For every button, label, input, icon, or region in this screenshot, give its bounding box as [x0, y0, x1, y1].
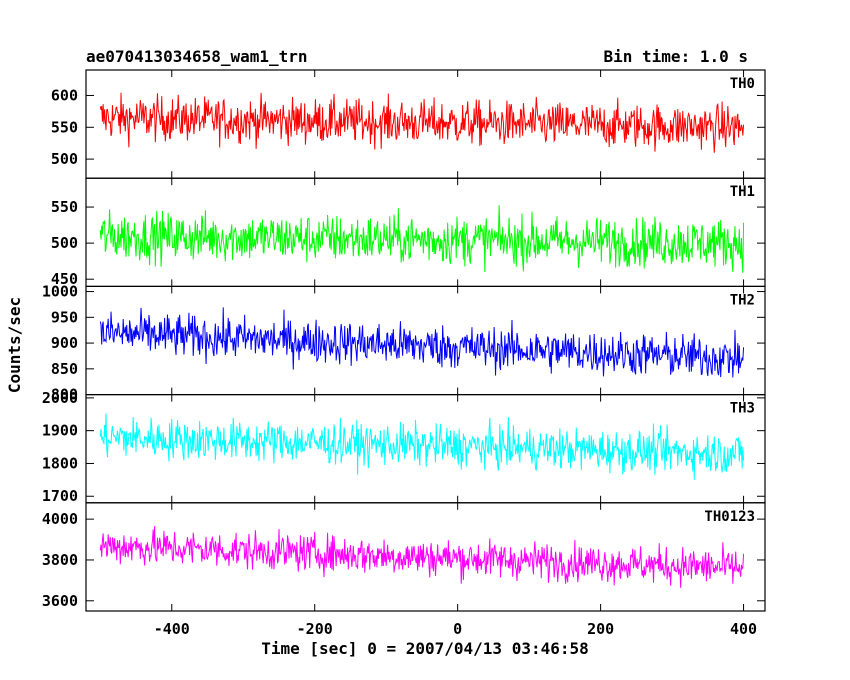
- y-tick-label: 1800: [42, 454, 78, 472]
- series-line-th0123: [99, 526, 745, 588]
- x-tick-label: -400: [154, 620, 190, 638]
- series-line-th2: [99, 307, 745, 378]
- y-tick-label: 800: [51, 386, 78, 404]
- panel-frame: [85, 177, 766, 287]
- x-tick-label: 200: [587, 620, 614, 638]
- panel-th2: 800 850 900 950 1000 TH2: [42, 283, 766, 404]
- y-axis-label: Counts/sec: [5, 297, 24, 393]
- y-tick-label: 1900: [42, 422, 78, 440]
- panels-group: 500 550 600 TH0 450 500 550 TH1 800 850 900 950 1000…: [42, 69, 766, 612]
- panel-th0: 500 550 600 TH0: [51, 69, 766, 179]
- y-tick-label: 1700: [42, 487, 78, 505]
- y-tick-label: 900: [51, 334, 78, 352]
- panel-label-th0: TH0: [730, 76, 755, 92]
- panel-label-th0123: TH0123: [704, 509, 755, 525]
- panel-frame: [85, 502, 766, 612]
- x-axis: -400 -200 0 200 400: [154, 620, 757, 638]
- y-tick-label: 1000: [42, 283, 78, 301]
- panel-th3: 1700 1800 1900 2000 TH3: [42, 389, 766, 505]
- panel-th0123: 3600 3800 4000 TH0123: [42, 502, 766, 612]
- panel-label-th1: TH1: [730, 184, 755, 200]
- panel-label-th3: TH3: [730, 401, 755, 417]
- y-tick-label: 450: [51, 270, 78, 288]
- x-tick-label: -200: [297, 620, 333, 638]
- chart-title: ae070413034658_wam1_trn: [86, 47, 308, 66]
- series-line-th3: [99, 413, 745, 480]
- y-tick-label: 3800: [42, 551, 78, 569]
- x-tick-label: 400: [730, 620, 757, 638]
- series-line-th1: [99, 205, 745, 273]
- y-tick-label: 500: [51, 234, 78, 252]
- panel-th1: 450 500 550 TH1: [51, 177, 766, 288]
- y-tick-label: 950: [51, 308, 78, 326]
- x-tick-label: 0: [453, 620, 462, 638]
- y-tick-label: 3600: [42, 592, 78, 610]
- series-line-th0: [99, 92, 745, 153]
- bin-time-label: Bin time: 1.0 s: [604, 47, 749, 66]
- x-axis-label: Time [sec] 0 = 2007/04/13 03:46:58: [261, 639, 589, 658]
- y-tick-label: 550: [51, 118, 78, 136]
- y-tick-label: 2000: [42, 389, 78, 407]
- y-tick-label: 550: [51, 198, 78, 216]
- y-tick-label: 500: [51, 150, 78, 168]
- y-tick-label: 600: [51, 86, 78, 104]
- y-tick-label: 850: [51, 360, 78, 378]
- panel-label-th2: TH2: [730, 292, 755, 308]
- y-tick-label: 4000: [42, 510, 78, 528]
- panel-frame: [85, 285, 766, 396]
